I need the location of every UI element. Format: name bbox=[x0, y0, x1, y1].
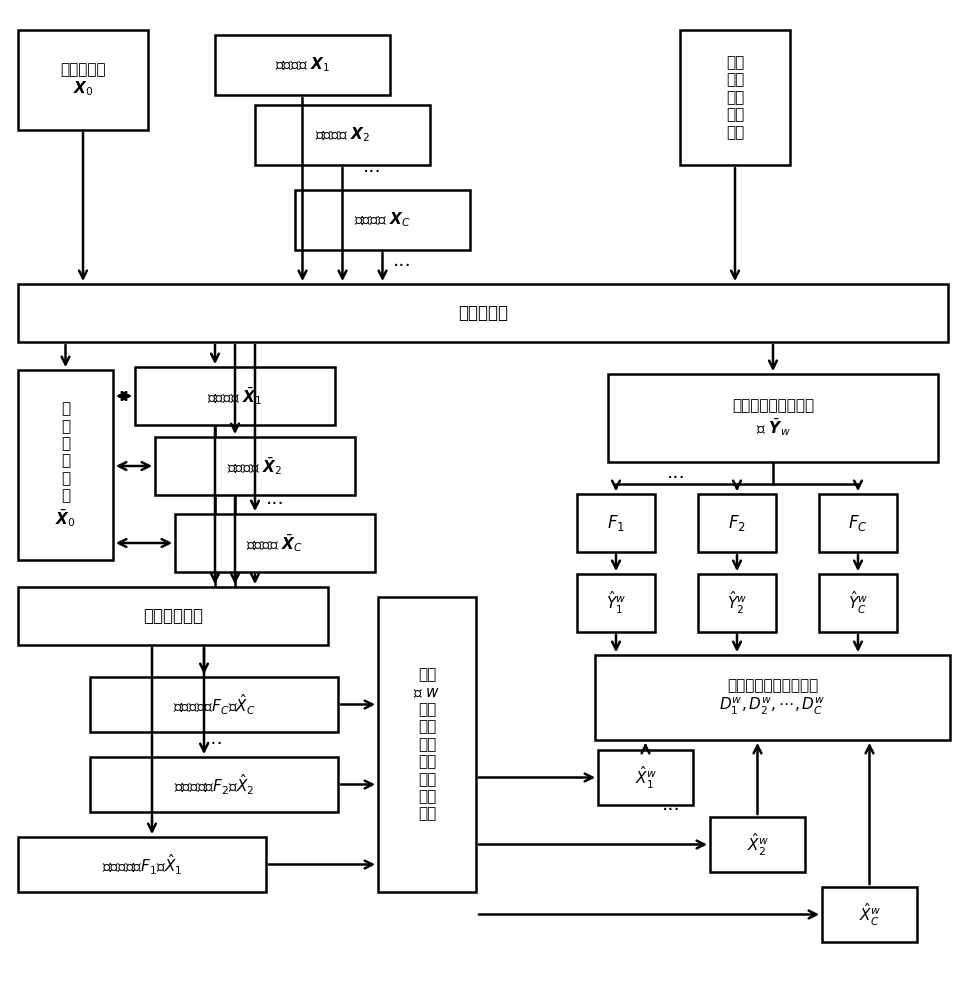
Text: $\hat{X}_C^w$: $\hat{X}_C^w$ bbox=[858, 901, 879, 928]
Bar bbox=[18, 587, 328, 645]
Bar bbox=[294, 190, 469, 250]
Bar bbox=[135, 367, 334, 425]
Text: 特征变量集$F_2$与$\hat{X}_2$: 特征变量集$F_2$与$\hat{X}_2$ bbox=[174, 772, 254, 797]
Bar bbox=[598, 750, 692, 805]
Text: $F_2$: $F_2$ bbox=[728, 513, 745, 533]
Text: ···: ··· bbox=[666, 470, 686, 488]
Text: ···: ··· bbox=[204, 735, 223, 754]
Text: ···: ··· bbox=[265, 495, 284, 514]
Bar bbox=[697, 494, 776, 552]
Text: $F_1$: $F_1$ bbox=[606, 513, 624, 533]
Bar bbox=[595, 655, 949, 740]
Bar bbox=[175, 514, 375, 572]
Text: 计算非线性相似度指标
$D_1^w,D_2^w,\cdots,D_C^w$: 计算非线性相似度指标 $D_1^w,D_2^w,\cdots,D_C^w$ bbox=[719, 678, 824, 717]
Bar bbox=[378, 597, 475, 892]
Text: 特征变量选择: 特征变量选择 bbox=[143, 607, 202, 625]
Text: 参考故障 $\bar{\boldsymbol{X}}_C$: 参考故障 $\bar{\boldsymbol{X}}_C$ bbox=[246, 532, 303, 554]
Text: $\hat{X}_1^w$: $\hat{X}_1^w$ bbox=[634, 764, 656, 791]
Text: 新
正
常
数
据
集
$\bar{\boldsymbol{X}}_0$: 新 正 常 数 据 集 $\bar{\boldsymbol{X}}_0$ bbox=[55, 401, 76, 529]
Bar bbox=[18, 284, 947, 342]
Text: 特征变量集$F_C$与$\hat{X}_C$: 特征变量集$F_C$与$\hat{X}_C$ bbox=[172, 692, 255, 717]
Bar bbox=[90, 757, 337, 812]
Text: 参考故障 $\boldsymbol{X}_1$: 参考故障 $\boldsymbol{X}_1$ bbox=[275, 56, 330, 74]
Text: 特征变量集$F_1$与$\hat{X}_1$: 特征变量集$F_1$与$\hat{X}_1$ bbox=[102, 852, 182, 877]
Bar bbox=[697, 574, 776, 632]
Text: ···: ··· bbox=[393, 257, 412, 276]
Bar bbox=[18, 370, 112, 560]
Text: $\hat{X}_2^w$: $\hat{X}_2^w$ bbox=[746, 831, 768, 858]
Bar bbox=[607, 374, 937, 462]
Text: 参考故障 $\boldsymbol{X}_C$: 参考故障 $\boldsymbol{X}_C$ bbox=[354, 211, 411, 229]
Bar bbox=[576, 574, 654, 632]
Text: ···: ··· bbox=[363, 163, 381, 182]
Bar bbox=[709, 817, 804, 872]
Text: 标准化处理: 标准化处理 bbox=[458, 304, 508, 322]
Bar bbox=[680, 30, 789, 165]
Text: $\hat{Y}_C^w$: $\hat{Y}_C^w$ bbox=[847, 590, 867, 616]
Text: $\hat{Y}_2^w$: $\hat{Y}_2^w$ bbox=[727, 590, 746, 616]
Bar bbox=[822, 887, 916, 942]
Bar bbox=[18, 30, 148, 130]
Text: 正常数据集
$\boldsymbol{X}_0$: 正常数据集 $\boldsymbol{X}_0$ bbox=[60, 62, 106, 98]
Bar bbox=[90, 677, 337, 732]
Text: ···: ··· bbox=[661, 802, 680, 820]
Text: $F_C$: $F_C$ bbox=[847, 513, 867, 533]
Text: 在线故障窗口数据矩
阵 $\bar{\boldsymbol{Y}}_w$: 在线故障窗口数据矩 阵 $\bar{\boldsymbol{Y}}_w$ bbox=[732, 398, 814, 438]
Text: 参考故障 $\bar{\boldsymbol{X}}_1$: 参考故障 $\bar{\boldsymbol{X}}_1$ bbox=[207, 385, 262, 407]
Text: 选取
前 $w$
个样
本组
成参
考故
障窗
口数
据集: 选取 前 $w$ 个样 本组 成参 考故 障窗 口数 据集 bbox=[413, 667, 440, 822]
Bar bbox=[819, 574, 896, 632]
Bar bbox=[18, 837, 266, 892]
Bar bbox=[576, 494, 654, 552]
Bar bbox=[215, 35, 389, 95]
Text: $\hat{Y}_1^w$: $\hat{Y}_1^w$ bbox=[605, 590, 626, 616]
Text: 在线
检测
出的
故障
数据: 在线 检测 出的 故障 数据 bbox=[725, 55, 743, 140]
Text: 参考故障 $\bar{\boldsymbol{X}}_2$: 参考故障 $\bar{\boldsymbol{X}}_2$ bbox=[227, 455, 283, 477]
Text: 参考故障 $\boldsymbol{X}_2$: 参考故障 $\boldsymbol{X}_2$ bbox=[315, 126, 370, 144]
Bar bbox=[254, 105, 429, 165]
Bar bbox=[155, 437, 355, 495]
Bar bbox=[819, 494, 896, 552]
